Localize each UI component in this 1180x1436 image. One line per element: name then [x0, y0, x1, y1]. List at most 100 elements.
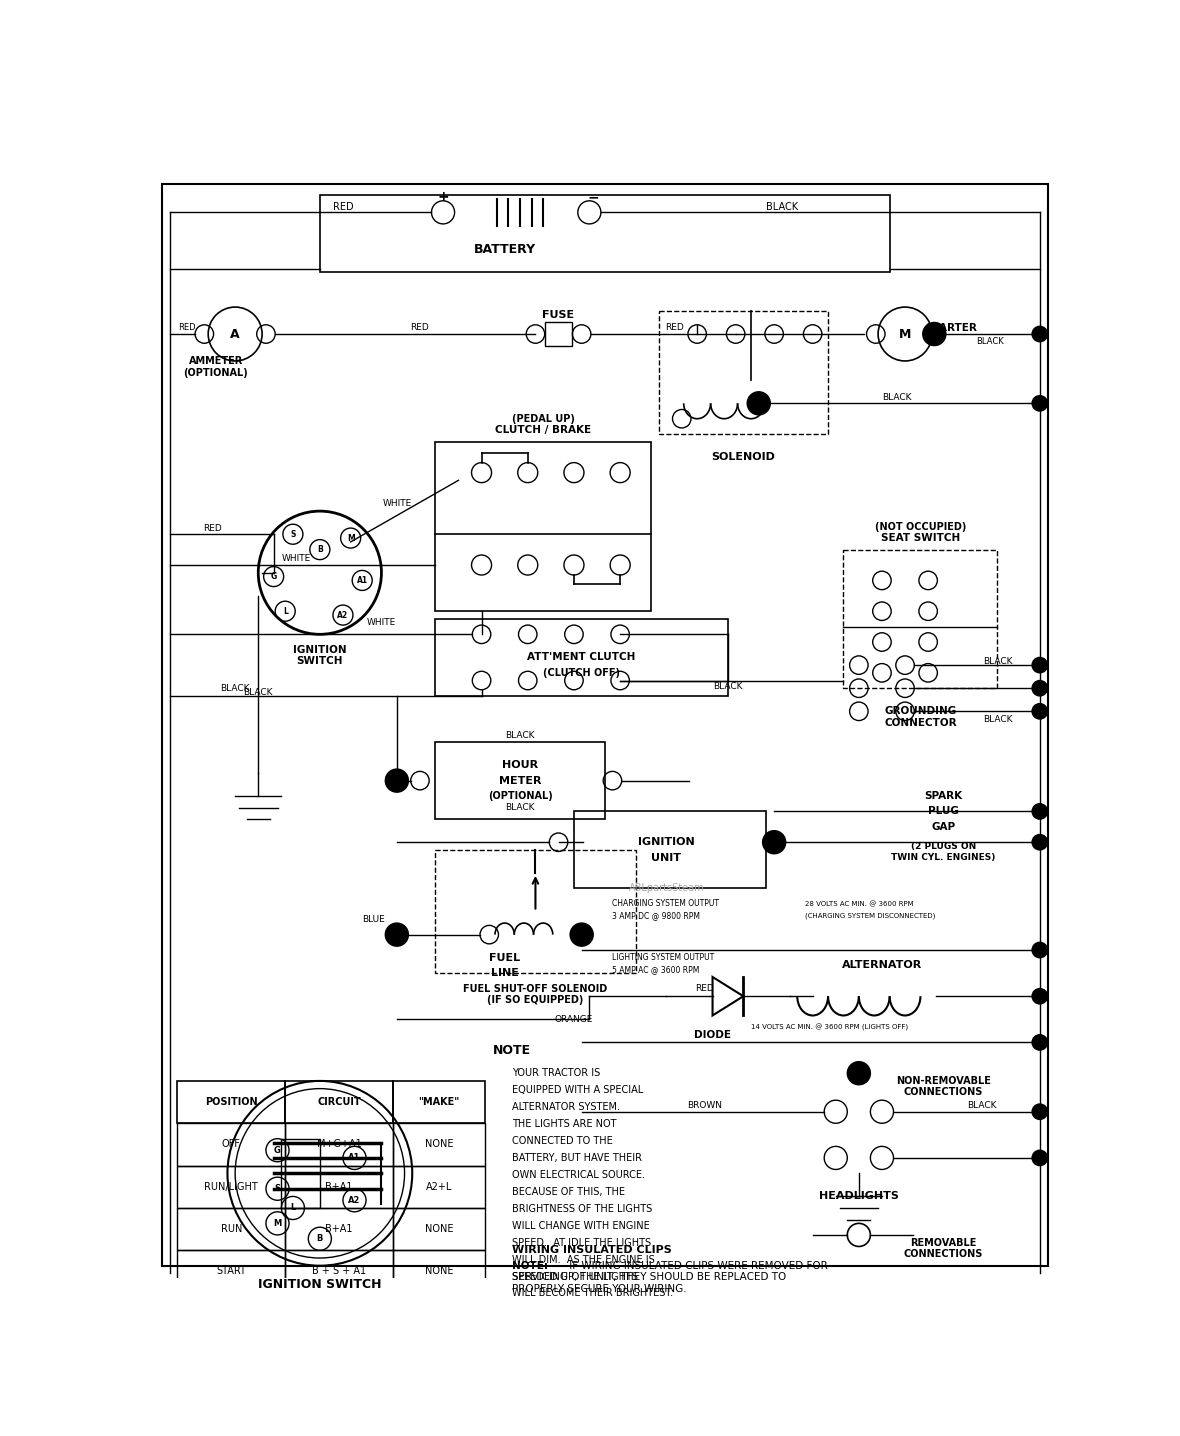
Text: +: +	[438, 190, 448, 204]
Text: UNIT: UNIT	[651, 853, 681, 863]
Text: BATTERY: BATTERY	[473, 243, 536, 256]
Circle shape	[1032, 326, 1048, 342]
Text: "MAKE": "MAKE"	[419, 1097, 460, 1107]
Text: L: L	[290, 1203, 295, 1212]
Text: RUN/LIGHT: RUN/LIGHT	[204, 1182, 258, 1192]
Text: B: B	[316, 1235, 323, 1244]
Bar	[177, 1166, 286, 1208]
Text: (OPTIONAL): (OPTIONAL)	[184, 368, 248, 378]
Text: IGNITION: IGNITION	[638, 837, 695, 847]
Text: (IF SO EQUIPPED): (IF SO EQUIPPED)	[487, 995, 584, 1005]
Text: B+A1: B+A1	[326, 1223, 353, 1234]
Circle shape	[1032, 988, 1048, 1004]
Text: BLACK: BLACK	[713, 682, 742, 691]
Text: CLUTCH / BRAKE: CLUTCH / BRAKE	[496, 425, 591, 435]
Text: BROWN: BROWN	[687, 1101, 722, 1110]
Text: M: M	[899, 327, 911, 340]
Text: BATTERY, BUT HAVE THEIR: BATTERY, BUT HAVE THEIR	[512, 1153, 642, 1163]
Text: PLUG: PLUG	[929, 807, 959, 817]
Text: NOTE:: NOTE:	[512, 1261, 549, 1271]
Text: 3 AMP DC @ 9800 RPM: 3 AMP DC @ 9800 RPM	[612, 910, 701, 920]
Text: SPEEDED UP, THE LIGHTS: SPEEDED UP, THE LIGHTS	[512, 1271, 638, 1281]
Text: CONNECTOR: CONNECTOR	[884, 718, 957, 728]
Text: A2+L: A2+L	[426, 1182, 452, 1192]
Text: BLACK: BLACK	[505, 731, 535, 741]
Text: (2 PLUGS ON: (2 PLUGS ON	[911, 841, 976, 850]
Circle shape	[1032, 804, 1048, 819]
Text: (NOT OCCUPIED): (NOT OCCUPIED)	[874, 521, 966, 531]
Text: SEAT SWITCH: SEAT SWITCH	[880, 533, 961, 543]
Text: BLACK: BLACK	[505, 803, 535, 813]
Bar	[658, 312, 828, 434]
Text: STARTER: STARTER	[925, 323, 977, 333]
Bar	[435, 442, 651, 612]
Text: A2: A2	[337, 610, 348, 619]
Circle shape	[1032, 942, 1048, 958]
Text: 14 VOLTS AC MIN. @ 3600 RPM (LIGHTS OFF): 14 VOLTS AC MIN. @ 3600 RPM (LIGHTS OFF)	[750, 1024, 909, 1031]
Circle shape	[1032, 1035, 1048, 1050]
Text: BRIGHTNESS OF THE LIGHTS: BRIGHTNESS OF THE LIGHTS	[512, 1203, 653, 1213]
Circle shape	[847, 1061, 871, 1084]
Text: WIRING INSULATED CLIPS: WIRING INSULATED CLIPS	[512, 1245, 673, 1255]
Text: METER: METER	[499, 775, 542, 785]
Text: POSITION: POSITION	[205, 1097, 257, 1107]
Text: BLACK: BLACK	[243, 688, 273, 696]
Circle shape	[1032, 704, 1048, 719]
Bar	[177, 1123, 286, 1166]
Text: (CLUTCH OFF): (CLUTCH OFF)	[543, 668, 621, 678]
Text: WHITE: WHITE	[367, 619, 396, 628]
Text: RED: RED	[333, 202, 353, 213]
Text: ATT'MENT CLUTCH: ATT'MENT CLUTCH	[527, 652, 636, 662]
Text: SPARK: SPARK	[924, 791, 963, 801]
Bar	[177, 1208, 286, 1251]
Circle shape	[1032, 681, 1048, 696]
Text: 28 VOLTS AC MIN. @ 3600 RPM: 28 VOLTS AC MIN. @ 3600 RPM	[805, 900, 913, 908]
Text: NONE: NONE	[425, 1267, 453, 1277]
Text: B + S + A1: B + S + A1	[312, 1267, 366, 1277]
Text: M+G+A1: M+G+A1	[316, 1139, 361, 1149]
Text: RED: RED	[411, 323, 430, 332]
Text: FUEL: FUEL	[489, 952, 520, 962]
Bar	[435, 742, 604, 819]
Text: NONE: NONE	[425, 1139, 453, 1149]
Text: WHITE: WHITE	[382, 498, 412, 508]
Bar	[844, 550, 997, 688]
Text: BLACK: BLACK	[976, 337, 1004, 346]
Bar	[286, 1166, 393, 1208]
Text: RUN: RUN	[221, 1223, 242, 1234]
Text: A: A	[230, 327, 240, 340]
Text: A1: A1	[356, 576, 368, 584]
Text: GROUNDING: GROUNDING	[884, 707, 957, 717]
Circle shape	[386, 770, 408, 793]
Text: M: M	[347, 534, 354, 543]
Text: LIGHTING SYSTEM OUTPUT: LIGHTING SYSTEM OUTPUT	[612, 954, 715, 962]
Text: SOLENOID: SOLENOID	[712, 452, 775, 462]
Text: G: G	[270, 572, 277, 582]
Text: HEADLIGHTS: HEADLIGHTS	[819, 1192, 899, 1202]
Text: ALTERNATOR SYSTEM.: ALTERNATOR SYSTEM.	[512, 1101, 621, 1111]
Text: SWITCH: SWITCH	[296, 656, 343, 666]
Text: OFF: OFF	[222, 1139, 241, 1149]
Circle shape	[1032, 396, 1048, 411]
Text: RED: RED	[178, 323, 196, 332]
Bar	[177, 1081, 286, 1123]
Bar	[545, 323, 572, 346]
Circle shape	[762, 830, 786, 854]
Circle shape	[386, 923, 408, 946]
Circle shape	[1032, 1150, 1048, 1166]
Text: FUEL SHUT-OFF SOLENOID: FUEL SHUT-OFF SOLENOID	[464, 984, 608, 994]
Circle shape	[570, 923, 594, 946]
Text: B: B	[317, 546, 322, 554]
Text: ALTERNATOR: ALTERNATOR	[841, 961, 922, 971]
Bar	[393, 1166, 485, 1208]
Text: FUSE: FUSE	[543, 310, 575, 320]
Bar	[393, 1081, 485, 1123]
Text: −: −	[588, 190, 599, 204]
Text: WILL BECOME THEIR BRIGHTEST.: WILL BECOME THEIR BRIGHTEST.	[512, 1288, 674, 1298]
Bar	[393, 1208, 485, 1251]
Text: REMOVABLE: REMOVABLE	[910, 1238, 977, 1248]
Text: CONNECTIONS: CONNECTIONS	[904, 1249, 983, 1259]
Circle shape	[1032, 834, 1048, 850]
Text: A2: A2	[348, 1196, 361, 1205]
Text: S: S	[290, 530, 295, 538]
